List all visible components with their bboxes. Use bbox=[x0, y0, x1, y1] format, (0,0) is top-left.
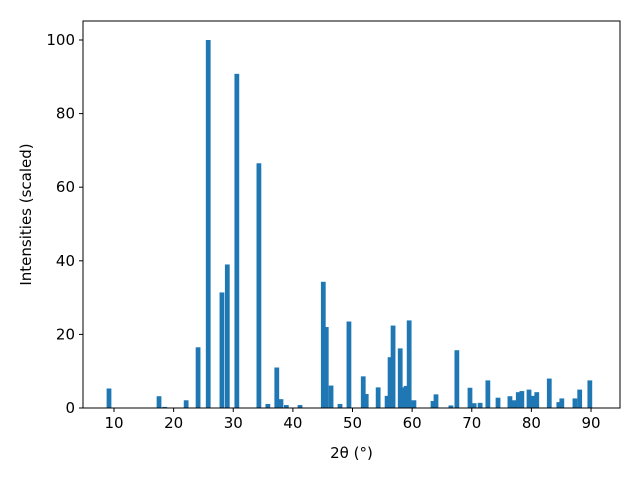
bar bbox=[384, 395, 390, 408]
bar bbox=[406, 320, 412, 408]
bar bbox=[572, 398, 578, 408]
bar bbox=[430, 401, 436, 408]
bar bbox=[337, 403, 343, 408]
bar bbox=[320, 281, 326, 408]
bar bbox=[224, 264, 230, 408]
bar bbox=[363, 394, 369, 408]
bar bbox=[556, 402, 562, 408]
y-tick-label: 100 bbox=[46, 31, 75, 49]
bar bbox=[397, 348, 403, 408]
x-tick-label: 50 bbox=[343, 414, 362, 432]
bar bbox=[526, 389, 532, 408]
bar bbox=[485, 380, 491, 408]
x-tick-label: 80 bbox=[522, 414, 541, 432]
x-tick-label: 40 bbox=[283, 414, 302, 432]
bar bbox=[477, 402, 483, 408]
x-tick-label: 20 bbox=[164, 414, 183, 432]
bar bbox=[375, 387, 381, 408]
bar bbox=[411, 400, 417, 408]
bar bbox=[511, 400, 517, 408]
bar bbox=[471, 403, 477, 408]
bar bbox=[495, 397, 501, 408]
bar bbox=[454, 350, 460, 408]
bar bbox=[219, 292, 225, 408]
bar bbox=[387, 357, 393, 408]
y-tick-label: 0 bbox=[65, 399, 75, 417]
bar bbox=[274, 367, 280, 408]
bar bbox=[234, 73, 240, 409]
x-tick-label: 10 bbox=[104, 414, 123, 432]
bar bbox=[360, 376, 366, 408]
bar bbox=[401, 387, 407, 408]
bar bbox=[390, 325, 396, 408]
bar bbox=[195, 347, 201, 408]
y-tick-label: 40 bbox=[56, 252, 75, 270]
bar bbox=[106, 388, 112, 408]
bar bbox=[559, 398, 565, 408]
bar bbox=[283, 405, 289, 408]
plot-frame bbox=[82, 20, 621, 409]
x-tick-label: 30 bbox=[224, 414, 243, 432]
bar bbox=[328, 385, 334, 408]
bar bbox=[183, 400, 189, 408]
x-tick-label: 70 bbox=[462, 414, 481, 432]
x-axis-label: 2θ (°) bbox=[330, 444, 373, 462]
bar bbox=[577, 389, 583, 408]
bar bbox=[297, 405, 303, 408]
bar bbox=[403, 385, 409, 408]
y-axis-label: Intensities (scaled) bbox=[17, 143, 35, 285]
bar bbox=[433, 394, 439, 408]
bar bbox=[515, 392, 521, 408]
bar bbox=[534, 392, 540, 408]
bar bbox=[546, 378, 552, 408]
bar bbox=[156, 396, 162, 408]
bar bbox=[205, 39, 211, 408]
bar bbox=[323, 327, 329, 408]
x-tick-label: 60 bbox=[403, 414, 422, 432]
bar bbox=[467, 387, 473, 408]
bar bbox=[346, 321, 352, 408]
y-tick-label: 80 bbox=[56, 105, 75, 123]
y-tick-label: 20 bbox=[56, 325, 75, 343]
bar bbox=[519, 391, 525, 408]
bar bbox=[530, 395, 536, 408]
bar bbox=[448, 405, 454, 408]
y-tick-label: 60 bbox=[56, 178, 75, 196]
x-tick-label: 90 bbox=[581, 414, 600, 432]
bar bbox=[278, 399, 284, 408]
bar bbox=[507, 396, 513, 408]
bar bbox=[587, 380, 593, 408]
bar bbox=[162, 406, 168, 408]
bar bbox=[256, 163, 262, 408]
bar bbox=[265, 403, 271, 408]
